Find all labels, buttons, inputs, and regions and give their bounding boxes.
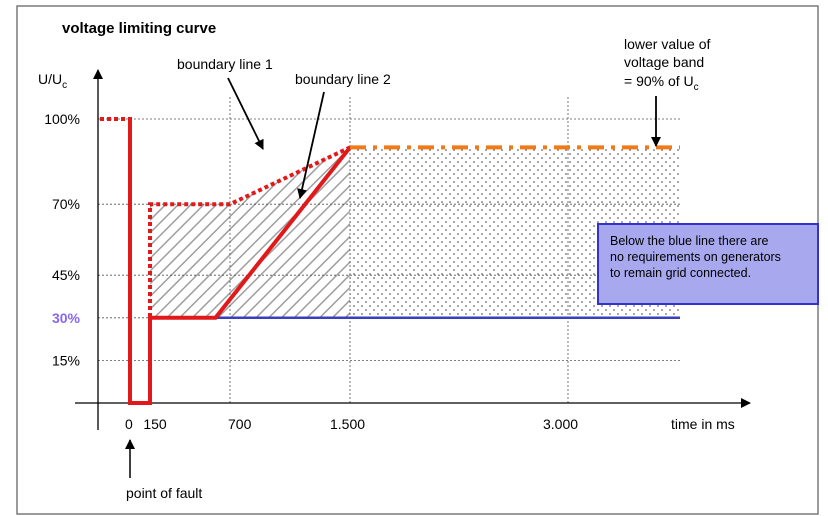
fault-annotation: point of fault: [125, 439, 202, 501]
note-box: Below the blue line there are no require…: [597, 223, 819, 305]
band-label-line-3: = 90% of Uc: [624, 73, 699, 93]
boundary-line-1-label: boundary line 1: [177, 56, 273, 72]
boundary-line-1-pointer: [227, 77, 264, 150]
note-box-background: [597, 223, 819, 305]
series-line-boundary2: [128, 119, 352, 405]
x-tick-label: 700: [228, 416, 252, 432]
boundary-line-2-pointer: [297, 91, 325, 199]
voltage-band-annotation: lower value of voltage band = 90% of Uc: [624, 36, 710, 147]
note-line-3: to remain grid connected.: [610, 266, 751, 280]
series-group: [100, 117, 680, 405]
x-tick-labels: 0 150 700 1.500 3.000: [125, 416, 578, 432]
note-line-1: Below the blue line there are: [610, 234, 768, 248]
band-label-line-2: voltage band: [624, 54, 704, 70]
y-tick-label: 30%: [52, 310, 81, 326]
y-tick-label: 100%: [44, 111, 80, 127]
y-tick-label: 45%: [52, 267, 80, 283]
note-line-2: no requirements on generators: [610, 250, 781, 264]
x-axis-label: time in ms: [671, 416, 735, 432]
axes: [75, 69, 751, 430]
band-label-line-1: lower value of: [624, 36, 710, 52]
y-tick-labels: 100% 70% 45% 30% 15%: [44, 111, 80, 368]
x-tick-label: 1.500: [330, 416, 365, 432]
fault-label: point of fault: [126, 485, 202, 501]
x-tick-label: 150: [143, 416, 167, 432]
x-tick-label: 0: [125, 416, 133, 432]
boundary-line-2-label: boundary line 2: [295, 71, 391, 87]
chart-title: voltage limiting curve: [62, 20, 216, 37]
y-axis-label: U/Uc: [38, 71, 67, 91]
y-tick-label: 15%: [52, 352, 80, 368]
y-tick-label: 70%: [52, 196, 80, 212]
x-tick-label: 3.000: [543, 416, 578, 432]
